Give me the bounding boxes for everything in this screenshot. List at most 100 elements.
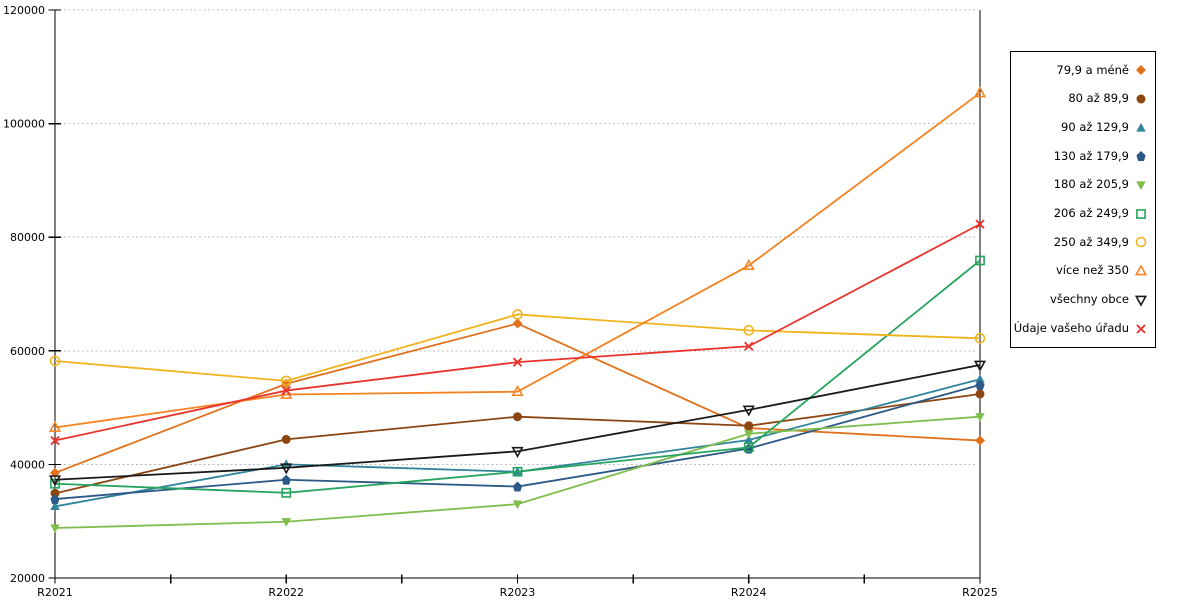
legend-label: 80 až 89,9 (1068, 91, 1129, 106)
series-line-7 (54, 313, 981, 382)
y-axis-tick-label: 60000 (10, 345, 45, 358)
series-4-point-R2025 (975, 379, 985, 390)
legend-item-7: 250 až 349,9 (1011, 231, 1155, 253)
series-8-point-R2023 (511, 385, 524, 397)
x-marker-icon (50, 435, 60, 446)
triangle-up-marker-icon (48, 420, 62, 432)
series-9-point-R2021 (48, 475, 62, 487)
triangle-down-marker-icon (973, 360, 987, 372)
series-8-point-R2024 (742, 258, 755, 271)
circle-marker-icon (743, 325, 755, 336)
series-6-point-R2023 (512, 466, 523, 477)
triangle-up-marker-icon (975, 374, 985, 383)
series-7-point-R2023 (512, 309, 523, 320)
series-6-point-R2024 (743, 442, 754, 453)
legend-label: 90 až 129,9 (1061, 119, 1129, 134)
square-marker-icon (512, 466, 523, 477)
series-7-point-R2022 (280, 375, 292, 387)
triangle-up-marker-icon (50, 501, 60, 511)
series-6-point-R2022 (281, 487, 292, 498)
triangle-up-marker-icon (511, 385, 524, 397)
legend-marker (1136, 94, 1146, 104)
x-marker-icon (744, 341, 754, 351)
x-marker-icon (281, 385, 291, 396)
series-1-point-R2023 (512, 318, 523, 329)
legend-item-3: 90 až 129,9 (1011, 117, 1155, 139)
legend-item-9: všechny obce (1011, 289, 1155, 311)
triangle-down-marker-icon (511, 446, 524, 458)
circle-marker-icon (512, 309, 523, 320)
y-axis-tick-label: 20000 (10, 572, 45, 585)
series-3-point-R2024 (744, 434, 754, 444)
legend-label: 180 až 205,9 (1053, 177, 1129, 192)
legend-item-2: 80 až 89,9 (1011, 88, 1155, 110)
series-4-point-R2021 (50, 494, 60, 505)
square-marker-icon (975, 255, 985, 266)
legend-label: Údaje vašeho úřadu (1013, 320, 1129, 335)
series-2-point-R2023 (513, 412, 522, 422)
triangle-up-marker-icon (742, 258, 755, 271)
circle-marker-icon (975, 389, 985, 399)
diamond-marker-icon (512, 318, 523, 329)
legend-item-5: 180 až 205,9 (1011, 174, 1155, 196)
series-9-point-R2024 (742, 405, 755, 417)
series-3-point-R2025 (975, 374, 985, 383)
series-9-point-R2022 (280, 463, 293, 475)
square-marker-icon (281, 487, 292, 498)
chart-legend: 79,9 a méně 80 až 89,9 90 až 129,9 130 až 1… (1010, 51, 1156, 348)
legend-label: 250 až 349,9 (1053, 234, 1129, 249)
legend-item-8: více než 350 (1011, 260, 1155, 282)
x-axis-tick-label: R2022 (268, 586, 304, 599)
triangle-up-marker-icon (973, 86, 987, 98)
pentagon-marker-icon (50, 494, 60, 505)
series-line-2 (54, 393, 981, 495)
series-7-point-R2024 (743, 325, 755, 336)
series-10-point-R2025 (975, 219, 985, 229)
legend-item-10: Údaje vašeho úřadu (1011, 318, 1155, 340)
circle-marker-icon (50, 488, 60, 498)
circle-icon (1136, 94, 1146, 104)
legend-marker (1136, 122, 1146, 132)
diamond-icon (1136, 65, 1146, 76)
legend-marker (1134, 295, 1148, 307)
circle-marker-icon (744, 421, 754, 431)
series-4-point-R2022 (281, 474, 291, 485)
legend-marker (1136, 151, 1146, 162)
x-axis-tick-label: R2021 (37, 586, 73, 599)
circle-marker-icon (280, 375, 292, 387)
x-marker-icon (512, 357, 523, 367)
legend-marker (1135, 237, 1147, 248)
triangle-up-marker-icon (744, 434, 754, 444)
series-1-point-R2025 (975, 435, 985, 446)
circle-marker-icon (974, 333, 986, 344)
x-axis-tick-label: R2025 (962, 586, 998, 599)
series-10-point-R2024 (744, 341, 754, 351)
series-5-point-R2025 (975, 413, 985, 422)
legend-label: 79,9 a méně (1056, 62, 1129, 77)
triangle-down-marker-icon (975, 413, 985, 422)
diamond-marker-icon (975, 435, 985, 446)
series-8-point-R2025 (973, 86, 987, 98)
triangle-down-marker-icon (48, 475, 62, 487)
x-marker-icon (975, 219, 985, 229)
circle-icon (1135, 237, 1147, 248)
series-4-point-R2023 (512, 481, 523, 492)
legend-label: 130 až 179,9 (1053, 148, 1129, 163)
triangle-down-marker-icon (281, 518, 291, 527)
series-5-point-R2021 (50, 524, 60, 534)
triangle-up-icon (1136, 122, 1146, 132)
series-5-point-R2022 (281, 518, 291, 527)
legend-label: všechny obce (1050, 292, 1129, 307)
circle-marker-icon (513, 412, 522, 422)
legend-marker (1134, 264, 1148, 276)
series-9-point-R2023 (511, 446, 524, 458)
legend-marker (1136, 181, 1146, 191)
square-icon (1136, 208, 1146, 219)
legend-label: více než 350 (1055, 263, 1129, 278)
pentagon-marker-icon (975, 379, 985, 390)
pentagon-marker-icon (281, 474, 291, 485)
series-line-8 (54, 92, 981, 429)
legend-marker (1136, 208, 1146, 219)
series-10-point-R2021 (50, 435, 60, 446)
